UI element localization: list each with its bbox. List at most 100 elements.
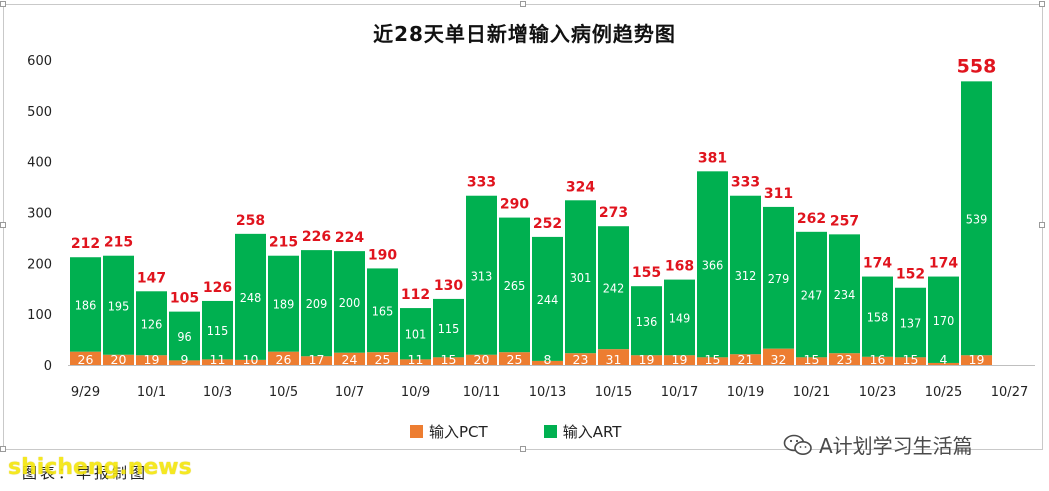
bar-art (895, 287, 926, 358)
data-label-art: 301 (570, 270, 591, 285)
data-label-pct: 19 (969, 352, 985, 367)
watermark-right-text: A计划学习生活篇 (819, 434, 973, 458)
x-tick-label: 10/23 (859, 385, 896, 400)
x-tick-label: 10/19 (727, 385, 764, 400)
x-tick-label: 10/7 (335, 385, 364, 400)
data-label-pct: 32 (771, 352, 787, 367)
data-label-total: 381 (698, 150, 727, 166)
data-label-art: 242 (603, 281, 624, 296)
data-label-total: 257 (830, 213, 859, 229)
resize-handle-bottom-mid[interactable] (520, 446, 526, 452)
bar-art (862, 276, 893, 357)
data-label-art: 126 (141, 316, 162, 331)
bar-art (928, 276, 959, 363)
data-label-pct: 11 (408, 352, 424, 367)
y-tick-label: 400 (27, 156, 52, 171)
bar-art (136, 291, 167, 356)
data-label-art: 189 (273, 297, 294, 312)
x-tick-label: 9/29 (71, 385, 100, 400)
bar-pct (433, 357, 464, 365)
bar-pct (202, 359, 233, 365)
data-label-pct: 31 (606, 352, 622, 367)
bar-art (466, 195, 497, 355)
data-label-art: 101 (405, 327, 426, 342)
bar-art (169, 311, 200, 361)
bar-pct (895, 357, 926, 365)
data-label-art: 247 (801, 288, 822, 303)
data-label-pct: 10 (243, 352, 259, 367)
bar-art (301, 250, 332, 357)
data-label-art: 234 (834, 287, 855, 302)
resize-handle-right-mid[interactable] (1039, 222, 1045, 228)
data-label-pct: 15 (705, 352, 721, 367)
data-label-total: 215 (269, 235, 298, 251)
data-label-pct: 26 (276, 352, 292, 367)
bar-art (664, 279, 695, 356)
y-tick-label: 200 (27, 257, 52, 272)
bar-art (235, 233, 266, 360)
data-label-pct: 19 (672, 352, 688, 367)
legend-item-art: 输入ART (543, 421, 621, 442)
bar-art (433, 298, 464, 358)
data-label-art: 248 (240, 290, 261, 305)
data-label-total: 112 (401, 287, 430, 303)
data-label-art: 96 (177, 329, 191, 344)
y-tick-label: 500 (27, 105, 52, 120)
data-label-pct: 20 (474, 352, 490, 367)
data-label-total: 212 (71, 236, 100, 252)
bar-art (367, 268, 398, 353)
bar-art (499, 217, 530, 353)
bar-pct (466, 354, 497, 365)
data-label-art: 244 (537, 292, 558, 307)
data-label-pct: 19 (144, 352, 160, 367)
data-label-art: 200 (339, 295, 360, 310)
resize-handle-left-mid[interactable] (0, 222, 6, 228)
bar-pct (103, 354, 134, 365)
bar-pct (664, 355, 695, 365)
bar-art (796, 231, 827, 358)
data-label-pct: 26 (78, 352, 94, 367)
resize-handle-top-mid[interactable] (520, 1, 526, 7)
y-tick-label: 600 (27, 54, 52, 69)
resize-handle-bottom-left[interactable] (0, 446, 6, 452)
data-label-total: 290 (500, 197, 529, 213)
data-label-total: 226 (302, 229, 331, 245)
x-tick-label: 10/11 (463, 385, 500, 400)
data-label-pct: 24 (342, 352, 358, 367)
resize-handle-top-left[interactable] (0, 1, 6, 7)
data-label-art: 265 (504, 278, 525, 293)
y-tick-label: 100 (27, 308, 52, 323)
bar-pct (334, 352, 365, 365)
y-tick-label: 0 (44, 359, 52, 374)
wechat-icon (783, 434, 812, 455)
bar-pct (928, 362, 959, 365)
resize-handle-top-right[interactable] (1039, 1, 1045, 7)
data-label-total: 224 (335, 230, 364, 246)
data-label-pct: 19 (639, 352, 655, 367)
legend-swatch-art (543, 425, 557, 438)
x-tick-label: 10/13 (529, 385, 566, 400)
data-label-art: 366 (702, 257, 723, 272)
data-label-art: 149 (669, 310, 690, 325)
bar-pct (235, 359, 266, 365)
bar-pct (136, 355, 167, 365)
data-label-total: 168 (665, 259, 694, 275)
data-label-total: 258 (236, 213, 265, 229)
bar-pct (70, 351, 101, 365)
bar-art (763, 206, 794, 349)
data-label-pct: 11 (210, 352, 226, 367)
data-label-pct: 15 (441, 352, 457, 367)
x-tick-label: 10/3 (203, 385, 232, 400)
data-label-pct: 23 (837, 352, 853, 367)
bar-pct (730, 354, 761, 365)
bar-art (103, 255, 134, 355)
data-label-art: 312 (735, 268, 756, 283)
x-tick-label: 10/21 (793, 385, 830, 400)
x-tick-label: 10/9 (401, 385, 430, 400)
data-label-total: 215 (104, 235, 133, 251)
bar-pct (631, 355, 662, 365)
data-label-pct: 25 (507, 352, 523, 367)
data-label-total: 324 (566, 179, 595, 195)
data-label-total: 558 (957, 55, 997, 77)
bar-art (400, 308, 431, 360)
